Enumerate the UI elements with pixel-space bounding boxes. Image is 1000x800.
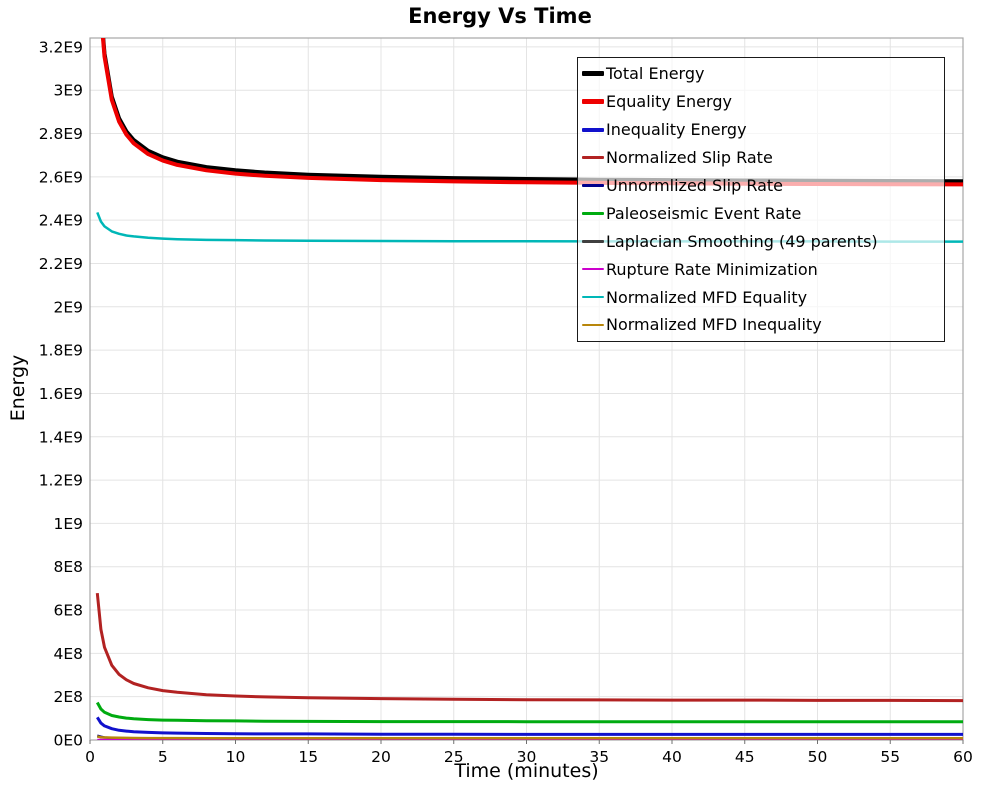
y-tick-label: 6E8 xyxy=(53,602,83,620)
series-line-normalized-mfd-inequality xyxy=(97,735,963,740)
legend-item: Normalized MFD Equality xyxy=(582,284,940,310)
x-tick-label: 40 xyxy=(662,748,682,766)
legend-item: Equality Energy xyxy=(582,89,940,115)
legend-label: Normalized MFD Inequality xyxy=(606,315,822,335)
x-tick-label: 25 xyxy=(444,748,464,766)
y-tick-label: 2.8E9 xyxy=(39,125,83,143)
y-tick-label: 4E8 xyxy=(53,645,83,663)
legend-line-swatch xyxy=(582,99,604,105)
x-tick-label: 0 xyxy=(85,748,95,766)
legend-item: Normalized Slip Rate xyxy=(582,145,940,171)
series-line-paleoseismic-event-rate xyxy=(95,701,963,724)
x-tick-label: 30 xyxy=(517,748,537,766)
y-tick-label: 2E8 xyxy=(53,688,83,706)
series-line-normalized-slip-rate xyxy=(95,592,963,703)
legend-item: Normalized MFD Inequality xyxy=(582,312,940,338)
legend-line-swatch xyxy=(582,267,604,271)
legend-item: Paleoseismic Event Rate xyxy=(582,200,940,226)
y-tick-label: 1.6E9 xyxy=(39,385,83,403)
legend-line-swatch xyxy=(582,240,604,243)
legend-item: Total Energy xyxy=(582,61,940,87)
legend-item: Rupture Rate Minimization xyxy=(582,256,940,282)
legend-label: Laplacian Smoothing (49 parents) xyxy=(606,231,878,251)
chart-title: Energy Vs Time xyxy=(408,4,592,28)
legend-item: Inequality Energy xyxy=(582,117,940,143)
y-tick-label: 1E9 xyxy=(53,515,83,533)
legend-line-swatch xyxy=(582,127,604,132)
legend-line-swatch xyxy=(582,71,604,77)
x-tick-label: 10 xyxy=(226,748,246,766)
legend-label: Paleoseismic Event Rate xyxy=(606,203,802,223)
legend-label: Normalized MFD Equality xyxy=(606,287,808,307)
legend-line-swatch xyxy=(582,211,604,215)
x-tick-label: 50 xyxy=(808,748,828,766)
y-tick-label: 1.2E9 xyxy=(39,472,83,490)
y-tick-label: 2E9 xyxy=(53,298,83,316)
legend-line-swatch xyxy=(582,184,604,187)
x-tick-label: 20 xyxy=(371,748,391,766)
y-tick-label: 3E9 xyxy=(53,82,83,100)
legend-line-swatch xyxy=(582,295,604,299)
x-tick-label: 45 xyxy=(735,748,755,766)
series-line-inequality-energy xyxy=(96,716,963,736)
legend-label: Rupture Rate Minimization xyxy=(606,259,818,279)
legend-label: Normalized Slip Rate xyxy=(606,148,773,168)
legend-box: Total Energy Equality Energy Inequality En… xyxy=(577,57,945,342)
legend-label: Total Energy xyxy=(606,64,705,84)
y-tick-label: 2.2E9 xyxy=(39,255,83,273)
y-tick-label: 0E0 xyxy=(53,732,83,750)
x-tick-label: 60 xyxy=(953,748,973,766)
x-tick-label: 5 xyxy=(158,748,168,766)
y-tick-label: 8E8 xyxy=(53,558,83,576)
y-tick-label: 1.4E9 xyxy=(39,428,83,446)
legend-label: Unnormlized Slip Rate xyxy=(606,176,784,195)
legend-line-swatch xyxy=(582,156,604,159)
legend-label: Inequality Energy xyxy=(606,120,747,140)
legend-line-swatch xyxy=(582,323,604,327)
y-tick-label: 3.2E9 xyxy=(39,38,83,56)
x-tick-label: 55 xyxy=(880,748,900,766)
y-tick-label: 1.8E9 xyxy=(39,342,83,360)
legend-label: Equality Energy xyxy=(606,92,732,112)
y-tick-label: 2.4E9 xyxy=(39,212,83,230)
legend-item: Laplacian Smoothing (49 parents) xyxy=(582,228,940,254)
x-axis-label: Time (minutes) xyxy=(454,760,599,782)
legend-item: Unnormlized Slip Rate xyxy=(582,173,940,199)
y-tick-label: 2.6E9 xyxy=(39,168,83,186)
x-tick-label: 35 xyxy=(589,748,609,766)
x-tick-label: 15 xyxy=(298,748,318,766)
